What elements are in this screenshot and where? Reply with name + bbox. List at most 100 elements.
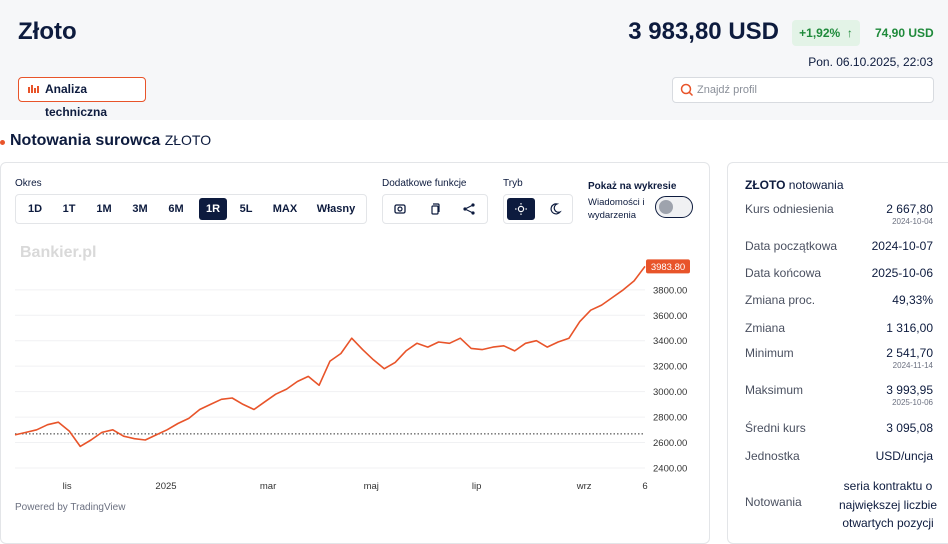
change-badge: +1,92% ↑ (792, 20, 860, 46)
stat-value: 2024-10-07 (871, 239, 933, 253)
stat-sub: 2025-10-06 (892, 398, 933, 407)
sun-icon (515, 203, 527, 215)
period-button[interactable]: 6M (168, 203, 184, 215)
stat-value: USD/uncja (875, 449, 933, 463)
stat-sub: 2024-11-14 (892, 361, 933, 370)
watermark: Bankier.pl (20, 244, 96, 261)
stats-title: ZŁOTO notowania (745, 178, 844, 192)
stat-row: Maksimum 3 993,95 2025-10-06 (745, 383, 933, 423)
section-dot (0, 140, 5, 145)
light-mode-button[interactable] (507, 198, 535, 220)
share-button[interactable] (455, 198, 483, 220)
stat-row: Jednostka USD/uncja (745, 449, 933, 489)
stats-subtitle: notowania (788, 178, 844, 192)
copy-button[interactable] (421, 198, 449, 220)
copy-icon (431, 203, 440, 215)
change-abs: 74,90 USD (875, 26, 934, 40)
stats-panel (727, 162, 948, 544)
stat-value: 2 667,80 (886, 202, 933, 216)
period-label: Okres (15, 178, 42, 189)
y-tick-label: 3200.00 (653, 362, 687, 373)
x-tick-label: lip (472, 481, 482, 492)
stat-row: Kurs odniesienia 2 667,80 2024-10-04 (745, 202, 933, 242)
section-title: Notowania surowca ZŁOTO (10, 132, 211, 150)
stat-value: 49,33% (892, 293, 933, 307)
stat-label: Zmiana proc. (745, 293, 816, 307)
section-title-text: Notowania surowca (10, 132, 161, 149)
stat-row: Średni kurs 3 095,08 (745, 421, 933, 461)
y-tick-label: 3000.00 (653, 387, 687, 398)
stat-value: 1 316,00 (886, 321, 933, 335)
price-line (14, 265, 646, 448)
stat-value: seria kontraktu o największej liczbie ot… (838, 479, 938, 530)
stats-title-text: ZŁOTO (745, 178, 786, 192)
stat-label: Notowania (745, 495, 802, 509)
section-subtitle: ZŁOTO (164, 132, 212, 148)
period-button[interactable]: 3M (132, 203, 148, 215)
stat-label: Maksimum (745, 383, 804, 397)
stat-sub: 2024-10-04 (892, 217, 933, 226)
moon-icon (550, 203, 562, 215)
period-button[interactable]: 1D (27, 203, 43, 215)
price: 3 983,80 USD (628, 18, 779, 45)
period-button[interactable]: MAX (272, 203, 298, 215)
analysis-label: Analiza techniczna (45, 82, 108, 119)
chart-panel (0, 162, 710, 544)
period-button[interactable]: Własny (316, 203, 356, 215)
stat-value: 2 541,70 (886, 346, 933, 360)
stat-row: Data końcowa 2025-10-06 (745, 266, 933, 306)
features-label: Dodatkowe funkcje (382, 178, 467, 189)
news-toggle[interactable] (655, 196, 693, 218)
x-tick-label: mar (260, 481, 276, 492)
y-tick-label: 2400.00 (653, 464, 687, 475)
dark-mode-button[interactable] (541, 198, 569, 220)
period-button[interactable]: 1M (96, 203, 112, 215)
last-price-label: 3983.80 (651, 262, 685, 273)
search-placeholder: Znajdź profil (697, 84, 757, 96)
stat-row: Zmiana 1 316,00 (745, 321, 933, 361)
x-tick-label: 6 (642, 481, 647, 492)
stat-row: Minimum 2 541,70 2024-11-14 (745, 346, 933, 386)
datetime: Pon. 06.10.2025, 22:03 (808, 55, 933, 69)
mode-group (503, 194, 573, 224)
y-tick-label: 2800.00 (653, 413, 687, 424)
stat-row: Notowania seria kontraktu o największej l… (745, 477, 937, 530)
period-button[interactable]: 1T (62, 203, 76, 215)
stat-row: Data początkowa 2024-10-07 (745, 239, 933, 279)
last-price-badge (646, 259, 690, 274)
analysis-button[interactable]: Analiza techniczna (18, 77, 146, 119)
search-icon (680, 83, 694, 97)
stat-label: Minimum (745, 346, 794, 360)
mode-label: Tryb (503, 178, 523, 189)
chart: Bankier.pl Powered by TradingView 2400.0… (14, 244, 690, 513)
period-group: 1D 1T 1M 3M 6M 1R 5L MAX Własny (15, 194, 367, 224)
toggle-knob (659, 200, 673, 214)
period-button[interactable]: 5L (239, 203, 253, 215)
x-tick-label: lis (63, 481, 72, 492)
stat-label: Data końcowa (745, 266, 822, 280)
page-title: Złoto (18, 18, 77, 45)
body: {"header":{"title":"Złoto","price":"3 98… (0, 18, 948, 544)
stat-value: 3 993,95 (886, 383, 933, 397)
y-tick-label: 2600.00 (653, 438, 687, 449)
search-box[interactable]: Znajdź profil (672, 77, 934, 103)
period-button[interactable]: 1R (199, 198, 227, 220)
show-label: Pokaż na wykresie (588, 181, 677, 192)
features-group (382, 194, 488, 224)
news-label: Wiadomości i wydarzenia (588, 197, 645, 221)
footer: Powered by TradingView (15, 502, 126, 513)
chart-icon (28, 85, 39, 93)
y-tick-label: 3800.00 (653, 285, 687, 296)
page: html,body{margin:0;padding:0;} body{widt… (0, 18, 948, 544)
stat-label: Data początkowa (745, 239, 838, 253)
change-pct: +1,92% (799, 26, 841, 40)
stat-label: Średni kurs (745, 421, 806, 435)
screenshot-button[interactable] (386, 198, 414, 220)
share-icon (463, 203, 475, 215)
stat-label: Jednostka (745, 449, 800, 463)
stat-label: Zmiana (745, 321, 786, 335)
stat-value: 2025-10-06 (871, 266, 933, 280)
y-tick-label: 3600.00 (653, 311, 687, 322)
stat-value: 3 095,08 (886, 421, 933, 435)
stat-label: Kurs odniesienia (745, 202, 834, 216)
